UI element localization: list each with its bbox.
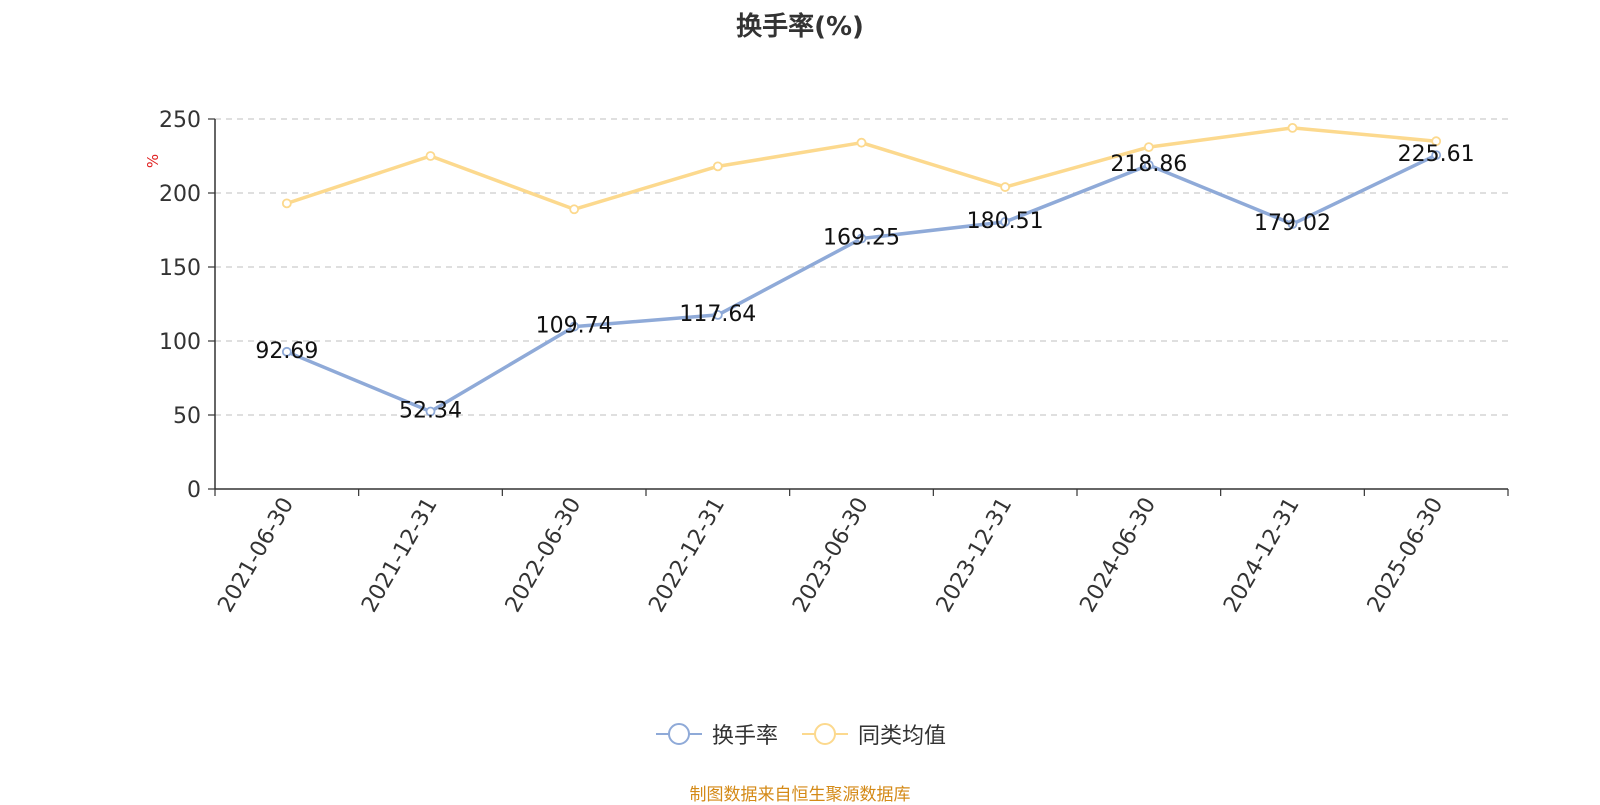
data-point (1287, 219, 1298, 229)
x-tick-label: 2023-12-31 (932, 494, 1018, 617)
chart-title: 换手率(%) (736, 12, 864, 42)
data-point (1287, 122, 1298, 133)
x-tick-label: 2024-06-30 (1075, 494, 1161, 617)
x-tick-label: 2025-06-30 (1363, 494, 1449, 617)
y-tick-label: 150 (159, 256, 201, 281)
data-point (712, 309, 723, 320)
data-point (569, 204, 580, 215)
data-point (1143, 160, 1154, 170)
legend-label: 换手率 (711, 724, 778, 749)
x-tick-label: 2022-12-31 (644, 494, 730, 617)
data-point (1143, 142, 1154, 153)
data-label: 169.25 (823, 226, 900, 251)
data-point (281, 198, 292, 209)
y-axis-label: % (144, 154, 162, 168)
data-point (712, 161, 723, 172)
data-label: 225.61 (1398, 142, 1475, 167)
data-point (1000, 182, 1011, 192)
y-tick-label: 100 (159, 330, 201, 355)
line-chart: 0 50 100 150 200 250% 2021-06-30 2021-12-31 2022… (144, 108, 1509, 617)
data-point (856, 233, 867, 244)
data-label: 179.02 (1254, 211, 1331, 236)
data-label: 218.86 (1110, 152, 1187, 177)
y-tick-label: 0 (187, 478, 201, 503)
data-point (1000, 216, 1011, 227)
x-tick-label: 2021-12-31 (357, 494, 443, 617)
data-label: 92.69 (255, 339, 318, 364)
data-label: 180.51 (967, 209, 1044, 234)
data-point (425, 151, 436, 161)
data-point (856, 137, 867, 148)
data-point (569, 321, 580, 332)
data-point (1431, 150, 1442, 160)
x-tick-label: 2021-06-30 (213, 494, 299, 617)
data-label: 117.64 (679, 302, 756, 327)
legend-line-circle-icon (655, 723, 702, 745)
legend-line-circle-icon (802, 723, 848, 745)
legend-label: 同类均值 (858, 724, 947, 749)
y-tick-label: 200 (159, 182, 201, 207)
y-tick-label: 50 (173, 404, 201, 429)
data-point (281, 346, 292, 357)
data-point (425, 406, 436, 417)
legend-item-peer-average[interactable]: 同类均值 (800, 718, 946, 750)
data-source-note: 制图数据来自恒生聚源数据库 (689, 785, 911, 805)
data-label: 109.74 (536, 314, 613, 339)
x-tick-label: 2024-12-31 (1219, 494, 1305, 617)
data-label: 52.34 (399, 399, 462, 424)
x-tick-label: 2022-06-30 (501, 494, 587, 617)
y-tick-label: 250 (159, 108, 201, 133)
legend-item-turnover[interactable]: 换手率 (654, 718, 778, 750)
legend: 换手率 同类均值 (0, 718, 1600, 750)
data-point (1431, 136, 1442, 147)
x-tick-label: 2023-06-30 (788, 494, 874, 617)
